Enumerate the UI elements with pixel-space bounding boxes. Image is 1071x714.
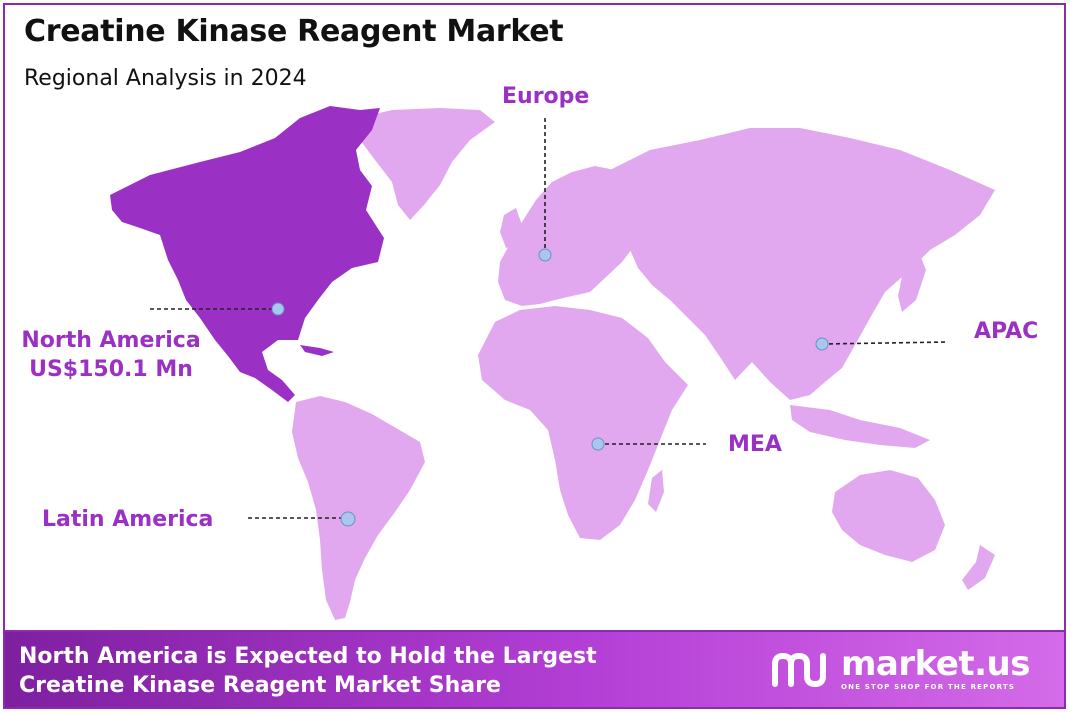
japan-islands — [898, 250, 926, 312]
south-america-landmass — [292, 396, 425, 620]
footer-line-2: Creatine Kinase Reagent Market Share — [19, 673, 501, 698]
footer-line-1: North America is Expected to Hold the La… — [19, 644, 597, 669]
asia-landmass — [610, 128, 995, 400]
mea-marker — [591, 437, 605, 451]
british-isles — [500, 208, 522, 248]
madagascar-island — [648, 470, 664, 512]
north-america-value: US$150.1 Mn — [29, 357, 193, 382]
page-title: Creatine Kinase Reagent Market — [24, 14, 564, 49]
europe-landmass — [498, 166, 642, 306]
southeast-asia-islands — [790, 405, 930, 448]
region-label-europe: Europe — [502, 84, 590, 109]
page-subtitle: Regional Analysis in 2024 — [24, 66, 307, 91]
region-label-latin-america: Latin America — [42, 507, 214, 532]
new-zealand-islands — [962, 545, 995, 590]
caribbean-islands — [300, 345, 334, 356]
region-label-apac: APAC — [974, 319, 1039, 344]
brand-logo: market.us ONE STOP SHOP FOR THE REPORTS — [771, 644, 1031, 692]
latin-america-marker — [340, 511, 356, 527]
brand-name: market.us — [840, 644, 1031, 684]
north-america-landmass — [110, 106, 384, 402]
apac-marker — [815, 337, 829, 351]
region-label-mea: MEA — [728, 432, 782, 457]
greenland-landmass — [350, 108, 495, 220]
europe-marker — [538, 248, 552, 262]
footer-text: North America is Expected to Hold the La… — [19, 642, 659, 700]
africa-landmass — [478, 306, 688, 540]
brand-tagline: ONE STOP SHOP FOR THE REPORTS — [840, 683, 1016, 691]
australia-landmass — [832, 470, 945, 562]
north-america-name: North America — [21, 328, 201, 353]
north-america-marker — [271, 302, 285, 316]
apac-leader-line — [821, 341, 949, 345]
market-us-logo-icon — [771, 652, 826, 688]
region-label-north-america: North America US$150.1 Mn — [14, 326, 208, 384]
footer-banner: North America is Expected to Hold the La… — [3, 630, 1066, 709]
